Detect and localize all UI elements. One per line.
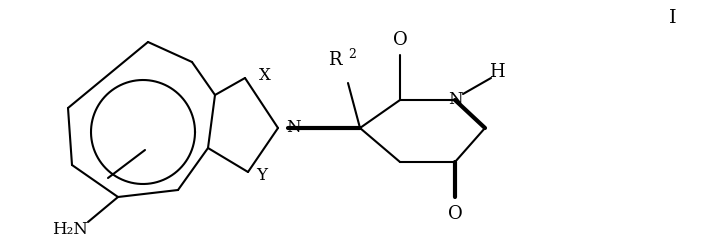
Text: Y: Y <box>256 168 267 184</box>
Text: X: X <box>259 68 271 84</box>
Text: H₂N: H₂N <box>52 222 88 238</box>
Text: N: N <box>286 119 300 137</box>
Text: 2: 2 <box>348 47 356 60</box>
Text: R: R <box>328 51 341 69</box>
Text: O: O <box>392 31 407 49</box>
Text: H: H <box>489 63 505 81</box>
Text: O: O <box>448 205 462 223</box>
Text: N: N <box>448 91 462 109</box>
Text: I: I <box>670 9 677 27</box>
